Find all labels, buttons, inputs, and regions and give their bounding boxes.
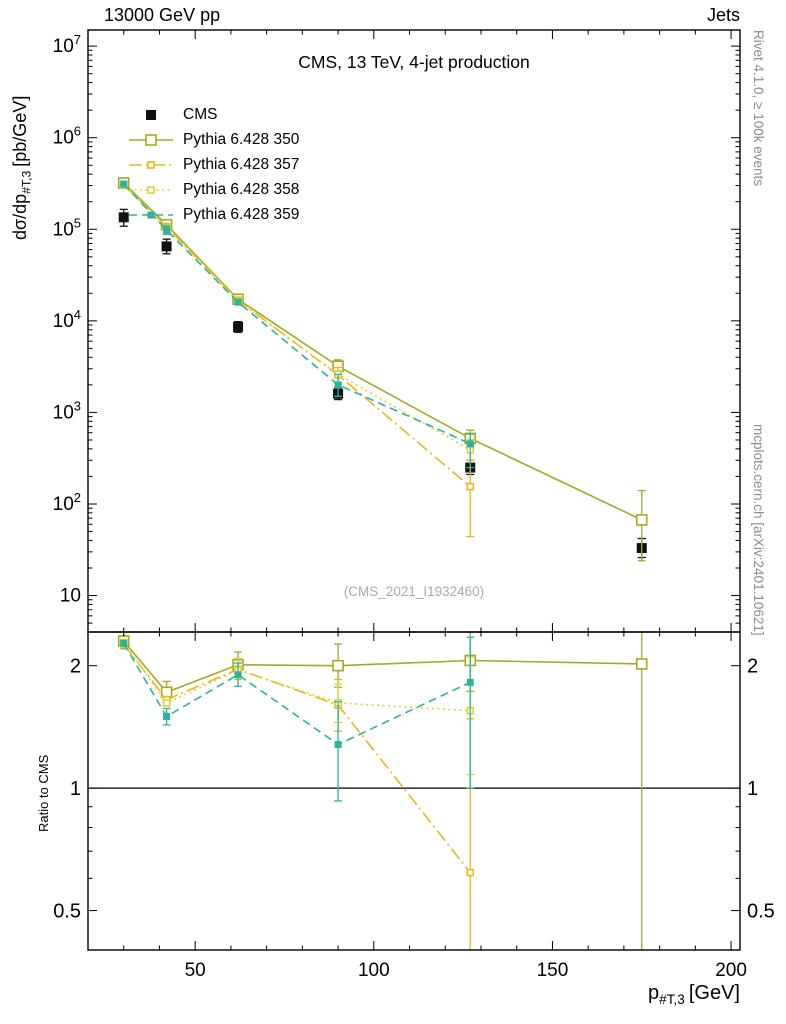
- svg-text:50: 50: [185, 960, 206, 981]
- analysis-id-watermark: (CMS_2021_I1932460): [343, 584, 485, 599]
- cms-marker-icon: [146, 109, 156, 120]
- beam-energy-header: 13000 GeV pp: [104, 5, 221, 25]
- svg-text:102: 102: [53, 490, 81, 515]
- svg-text:0.5: 0.5: [53, 901, 81, 923]
- legend-label: Pythia 6.428 358: [183, 180, 300, 198]
- x-axis-label: p#T,3 [GeV]: [648, 982, 740, 1007]
- pythia-357-marker-icon: [129, 160, 173, 169]
- plot-title: CMS, 13 TeV, 4-jet production: [298, 52, 530, 72]
- legend: CMS Pythia 6.428 350 Pythia 6.428 357 Py…: [128, 102, 299, 227]
- rivet-version-caption: Rivet 4.1.0, ≥ 100k events: [751, 30, 766, 186]
- legend-item-pythia-359: Pythia 6.428 359: [128, 202, 299, 227]
- svg-text:150: 150: [537, 960, 569, 981]
- svg-text:1: 1: [747, 778, 758, 800]
- legend-label: Pythia 6.428 350: [183, 130, 300, 148]
- legend-label: Pythia 6.428 359: [183, 205, 300, 223]
- svg-text:100: 100: [358, 960, 390, 981]
- svg-text:104: 104: [53, 307, 81, 332]
- svg-text:105: 105: [53, 215, 81, 240]
- legend-label: Pythia 6.428 357: [183, 155, 300, 173]
- legend-item-pythia-350: Pythia 6.428 350: [128, 127, 299, 152]
- svg-text:103: 103: [53, 398, 81, 423]
- svg-text:2: 2: [70, 656, 81, 678]
- svg-text:0.5: 0.5: [747, 901, 775, 923]
- svg-text:2: 2: [747, 656, 758, 678]
- pythia-358-marker-icon: [129, 185, 173, 194]
- svg-text:1: 1: [70, 778, 81, 800]
- ratio-axis-label: Ratio to CMS: [36, 754, 51, 832]
- pythia-350-marker-icon: [129, 133, 173, 146]
- pythia-359-marker-icon: [129, 211, 173, 218]
- mcplots-caption: mcplots.cern.ch [arXiv:2401.10621]: [751, 424, 766, 636]
- svg-text:106: 106: [53, 124, 81, 149]
- y-axis-label: dσ/dp#T,3[pb/GeV]: [10, 95, 34, 240]
- svg-text:200: 200: [715, 960, 747, 981]
- legend-item-pythia-357: Pythia 6.428 357: [128, 152, 299, 177]
- legend-item-cms: CMS: [128, 102, 299, 127]
- svg-text:10: 10: [60, 586, 81, 607]
- analysis-tag-header: Jets: [706, 5, 740, 25]
- svg-text:107: 107: [53, 32, 81, 57]
- legend-item-pythia-358: Pythia 6.428 358: [128, 177, 299, 202]
- legend-label: CMS: [183, 105, 218, 123]
